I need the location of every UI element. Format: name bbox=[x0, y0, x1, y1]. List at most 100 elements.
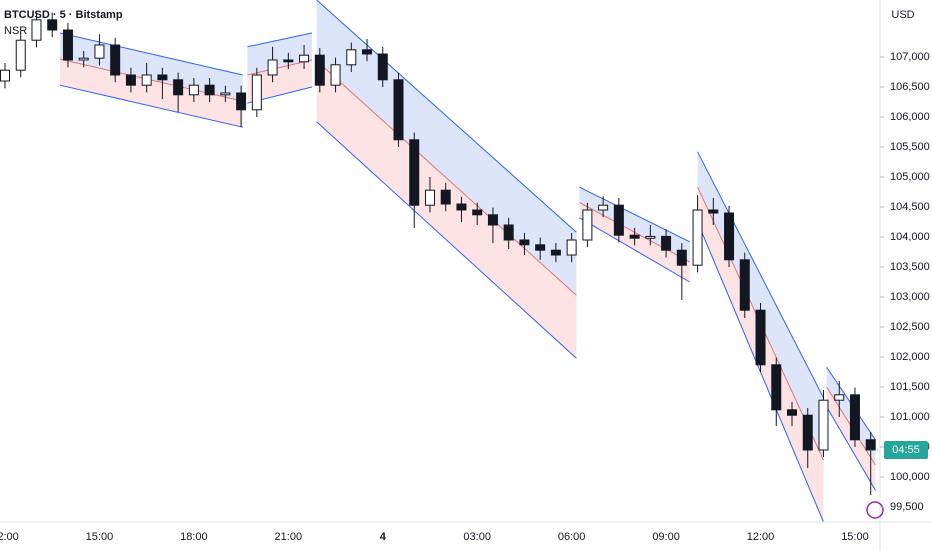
y-tick-label: 107,000 bbox=[890, 51, 930, 63]
candle-body bbox=[456, 203, 467, 211]
x-tick-label: 06:00 bbox=[558, 531, 586, 543]
channel-lower-line bbox=[59, 84, 243, 128]
candle-body bbox=[346, 49, 357, 66]
price-tag-label: 04:55 bbox=[892, 444, 920, 456]
candle-body bbox=[503, 224, 514, 241]
x-tick-label: 12:00 bbox=[0, 531, 19, 543]
candle-body bbox=[818, 399, 829, 451]
candle-body bbox=[31, 19, 42, 41]
x-tick-label: 12:00 bbox=[747, 531, 775, 543]
indicator-label: NSR bbox=[4, 25, 27, 37]
plot-area bbox=[0, 0, 876, 522]
candle-body bbox=[330, 64, 341, 86]
candle-body bbox=[251, 74, 262, 111]
candle-body bbox=[692, 209, 703, 266]
candle-body bbox=[550, 249, 561, 256]
candle-body bbox=[94, 44, 105, 59]
candle-body bbox=[865, 439, 876, 451]
candle-body bbox=[802, 414, 813, 451]
x-tick-label: 15:00 bbox=[86, 531, 114, 543]
y-tick-label: 101,500 bbox=[890, 381, 930, 393]
candle-body bbox=[566, 239, 577, 256]
candle-body bbox=[598, 204, 609, 211]
candle-body bbox=[236, 92, 247, 111]
candle-body bbox=[220, 92, 231, 96]
candle-body bbox=[62, 29, 73, 61]
y-tick-label: 103,500 bbox=[890, 261, 930, 273]
y-tick-label: 103,000 bbox=[890, 291, 930, 303]
candle-body bbox=[110, 44, 121, 76]
candle-body bbox=[173, 79, 184, 96]
chart-title: BTCUSD · 5 · Bitstamp bbox=[4, 9, 123, 21]
candle-body bbox=[472, 209, 483, 216]
candle-body bbox=[708, 209, 719, 214]
x-tick-label: 15:00 bbox=[841, 531, 869, 543]
candle-body bbox=[377, 53, 388, 81]
x-tick-label: 18:00 bbox=[180, 531, 208, 543]
y-tick-label: 104,500 bbox=[890, 201, 930, 213]
y-tick-label: 100,000 bbox=[890, 471, 930, 483]
channel-lower-fill bbox=[316, 60, 577, 359]
candle-body bbox=[314, 54, 325, 86]
candle-body bbox=[739, 259, 750, 311]
candle-body bbox=[834, 394, 845, 401]
channel-upper-line bbox=[59, 32, 243, 76]
x-tick-label: 4 bbox=[380, 531, 387, 543]
candle-body bbox=[582, 209, 593, 241]
candle-body bbox=[283, 59, 294, 63]
channel-lower-line bbox=[826, 406, 876, 491]
x-tick-label: 03:00 bbox=[463, 531, 491, 543]
candle-body bbox=[519, 239, 530, 246]
y-tick-label: 104,000 bbox=[890, 231, 930, 243]
candle-body bbox=[755, 309, 766, 366]
channel-upper-line bbox=[697, 151, 824, 399]
price-tag bbox=[884, 441, 928, 459]
icon[interactable] bbox=[866, 501, 884, 519]
candle-body bbox=[613, 204, 624, 236]
axis-unit: USD bbox=[891, 9, 914, 21]
y-tick-label: 105,000 bbox=[890, 171, 930, 183]
candle-body bbox=[661, 235, 672, 251]
y-tick-label: 106,000 bbox=[890, 111, 930, 123]
y-tick-label: 105,500 bbox=[890, 141, 930, 153]
channel-upper-line bbox=[247, 32, 313, 48]
candle-body bbox=[141, 74, 152, 86]
candle-body bbox=[787, 409, 797, 416]
candle-body bbox=[78, 57, 89, 61]
candle-body bbox=[393, 79, 404, 141]
x-tick-label: 09:00 bbox=[652, 531, 680, 543]
candle-body bbox=[47, 19, 58, 31]
candle-body bbox=[267, 59, 278, 76]
candle-body bbox=[629, 234, 640, 239]
candle-body bbox=[771, 364, 782, 411]
candle-body bbox=[15, 39, 26, 71]
candle-body bbox=[188, 84, 199, 96]
y-tick-label: 102,500 bbox=[890, 321, 930, 333]
channel-lower-line bbox=[579, 217, 690, 283]
channel-lower-fill bbox=[247, 60, 312, 104]
y-tick-label: 99,500 bbox=[890, 501, 924, 513]
channel-upper-line bbox=[579, 186, 690, 243]
candle-body bbox=[125, 74, 136, 86]
channel-lower-line bbox=[316, 121, 577, 359]
candle-body bbox=[849, 394, 860, 441]
candle-body bbox=[409, 139, 420, 206]
channel-lower-fill bbox=[60, 59, 243, 128]
y-tick-label: 101,000 bbox=[890, 411, 930, 423]
candle-body bbox=[362, 49, 373, 55]
candle-body bbox=[0, 69, 10, 82]
candle-body bbox=[440, 189, 451, 205]
candle-body bbox=[724, 212, 735, 261]
x-tick-label: 21:00 bbox=[275, 531, 303, 543]
candle-body bbox=[299, 54, 310, 63]
channel-upper-line bbox=[316, 0, 577, 233]
candle-body bbox=[676, 249, 687, 266]
y-tick-label: 106,500 bbox=[890, 81, 930, 93]
candle-body bbox=[487, 214, 498, 226]
candle-body bbox=[535, 244, 546, 251]
channel-upper-fill bbox=[60, 33, 243, 102]
channel-mid-line bbox=[316, 60, 577, 296]
y-tick-label: 102,000 bbox=[890, 351, 930, 363]
candle-body bbox=[645, 235, 656, 239]
